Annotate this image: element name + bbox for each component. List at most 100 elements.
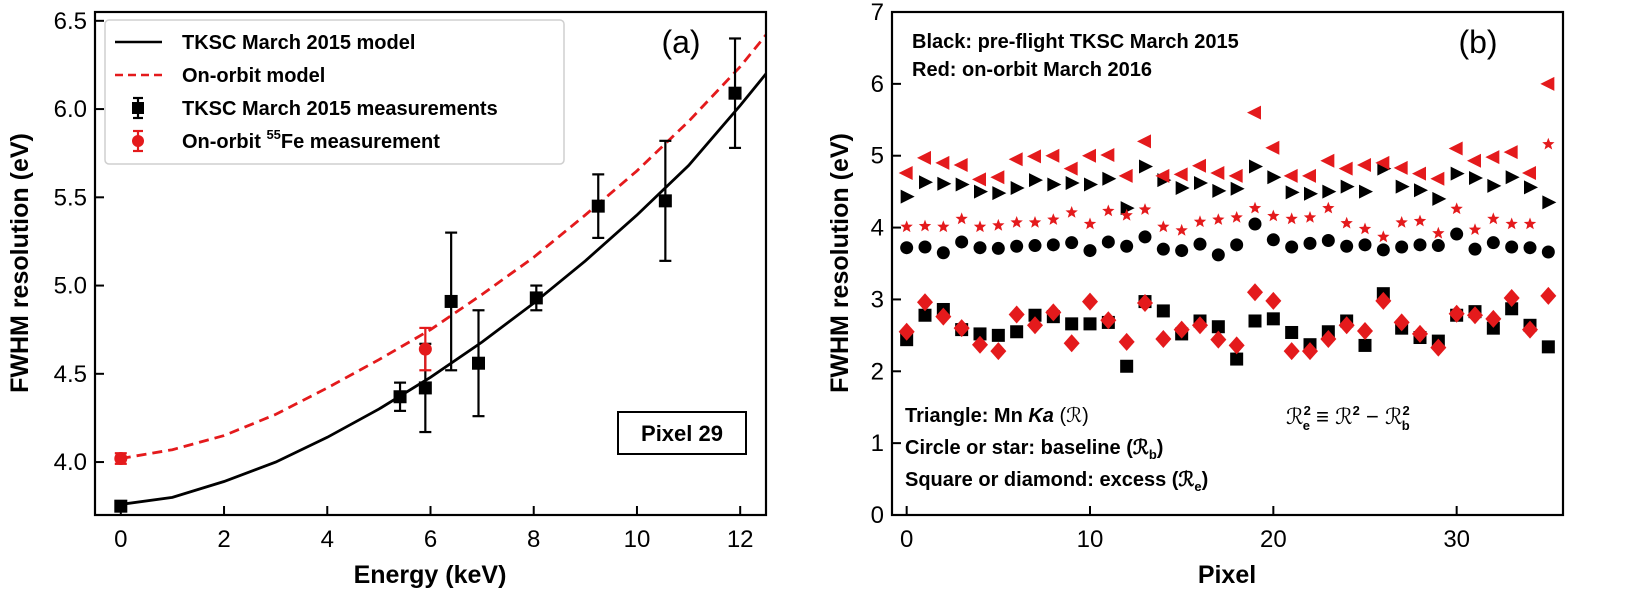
panel-a-tag: (a)	[661, 24, 700, 60]
y-tick-label: 5	[871, 143, 884, 170]
x-tick-label: 4	[321, 526, 334, 553]
equation: ℛ2 e ≡ ℛ2 − ℛ2 b	[1286, 403, 1410, 433]
point-diamond	[1485, 309, 1502, 328]
point-square	[1285, 325, 1299, 339]
point-diamond	[1082, 292, 1098, 311]
point-triangle-left	[1540, 76, 1555, 91]
point-triangle-right	[1194, 176, 1208, 191]
point-triangle-right	[1285, 185, 1300, 200]
point-star	[1212, 213, 1225, 225]
measurement-circle	[418, 342, 432, 356]
point-circle	[1083, 244, 1097, 258]
y-tick-label: 6.0	[54, 96, 87, 123]
point-circle	[1468, 242, 1482, 256]
point-diamond	[1412, 324, 1428, 343]
point-square	[973, 327, 987, 341]
point-circle	[900, 241, 914, 255]
point-square	[918, 308, 932, 322]
point-triangle-right	[1212, 183, 1227, 198]
point-circle	[973, 241, 987, 255]
point-circle	[1065, 236, 1079, 250]
measurement-square	[418, 381, 432, 395]
note-triangle: Triangle: Mn Ka (ℛ)	[905, 405, 1089, 427]
point-triangle-right	[1487, 178, 1502, 193]
point-triangle-left	[1228, 168, 1243, 183]
panel-a-y-axis-label: FWHM resolution (eV)	[6, 133, 34, 393]
point-triangle-right	[1084, 177, 1098, 192]
point-circle	[1193, 237, 1207, 251]
measurement-square	[728, 86, 742, 100]
point-circle	[1046, 238, 1060, 252]
x-tick-label: 30	[1443, 526, 1470, 553]
point-triangle-left	[1118, 168, 1133, 183]
panel-b: 0 10 20 30 0 1 2 3 4 5 6 7 Pixel FWHM resolution (…	[826, 0, 1565, 589]
point-square	[1230, 352, 1244, 366]
point-circle	[1431, 239, 1445, 253]
point-diamond	[1540, 286, 1557, 305]
point-star	[1505, 217, 1518, 230]
note-red: Red: on-orbit March 2016	[912, 59, 1152, 81]
point-diamond	[972, 335, 988, 354]
point-circle	[936, 246, 950, 260]
point-triangle-right	[1414, 183, 1428, 198]
point-triangle-left	[1302, 168, 1316, 183]
point-triangle-left	[1137, 134, 1151, 149]
point-diamond	[1467, 306, 1483, 325]
panel-a-curves	[120, 34, 768, 506]
point-star	[1267, 209, 1280, 222]
point-diamond	[1155, 329, 1172, 348]
point-star	[1083, 217, 1097, 230]
panel-a-legend: TKSC March 2015 model On-orbit model TKS…	[104, 19, 565, 165]
point-triangle-left	[1357, 158, 1371, 173]
point-star	[1248, 201, 1262, 214]
note-black: Black: pre-flight TKSC March 2015	[912, 31, 1239, 53]
point-square	[1505, 302, 1519, 316]
point-triangle-left	[1082, 148, 1096, 163]
panel-b-x-ticks: 0 10 20 30	[900, 506, 1470, 553]
y-tick-label: 5.0	[54, 273, 87, 300]
point-triangle-right	[1524, 180, 1538, 195]
point-diamond	[1265, 291, 1282, 310]
panel-b-points	[898, 76, 1557, 373]
point-diamond	[1283, 342, 1300, 361]
point-triangle-right	[1175, 181, 1190, 196]
point-star	[1157, 220, 1170, 233]
point-circle	[1101, 235, 1115, 249]
point-star	[955, 212, 968, 225]
point-triangle-right	[1450, 166, 1465, 181]
point-star	[1138, 203, 1152, 215]
point-star	[1413, 214, 1427, 227]
point-star	[973, 220, 987, 233]
y-tick-label: 4.5	[54, 361, 87, 388]
point-square	[1486, 321, 1500, 335]
point-circle	[1505, 240, 1519, 254]
point-star	[992, 218, 1005, 231]
point-star	[1340, 216, 1353, 229]
point-triangle-right	[955, 177, 970, 192]
y-tick-label: 5.5	[54, 184, 87, 211]
point-circle	[991, 241, 1005, 255]
point-triangle-left	[1283, 168, 1298, 183]
point-star	[1322, 201, 1335, 214]
point-circle	[1486, 236, 1500, 250]
point-diamond	[1338, 316, 1355, 335]
point-star	[1432, 226, 1445, 239]
point-triangle-left	[1503, 145, 1518, 160]
point-circle	[1028, 239, 1042, 253]
x-tick-label: 10	[1077, 526, 1104, 553]
point-star	[1468, 223, 1482, 235]
point-diamond	[1522, 320, 1538, 339]
x-tick-label: 10	[624, 526, 651, 553]
point-diamond	[1210, 330, 1227, 349]
x-tick-label: 2	[217, 526, 230, 553]
y-tick-label: 3	[871, 286, 884, 313]
measurement-square	[591, 199, 605, 213]
legend-box	[104, 19, 565, 165]
x-tick-label: 8	[527, 526, 540, 553]
point-circle	[1450, 227, 1464, 241]
point-diamond	[1320, 329, 1337, 348]
point-triangle-right	[1120, 201, 1135, 216]
point-star	[1303, 211, 1317, 223]
legend-label-measurements: TKSC March 2015 measurements	[182, 98, 498, 120]
